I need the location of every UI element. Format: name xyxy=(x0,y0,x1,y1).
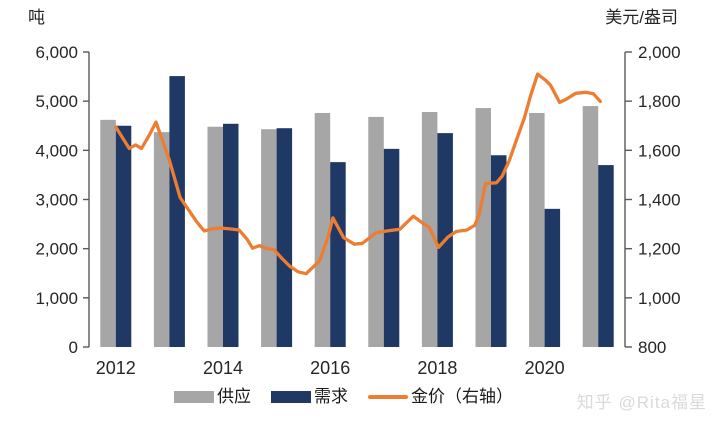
supply-bar-2020 xyxy=(529,112,545,347)
demand-bar-2012 xyxy=(115,125,132,347)
gold-price-line xyxy=(114,72,602,276)
legend-item-gold-price: 金价（右轴） xyxy=(368,388,513,405)
right-tick-label: 800 xyxy=(638,338,666,357)
supply-bar-2019 xyxy=(475,108,491,347)
right-tick-label: 1,600 xyxy=(638,141,681,160)
demand-bar-2015 xyxy=(276,128,293,347)
demand-bar-2014 xyxy=(223,123,239,348)
supply-bar-2015 xyxy=(261,129,277,347)
demand-legend-swatch xyxy=(271,390,311,403)
supply-bar-2021 xyxy=(582,106,599,347)
left-tick-label: 6,000 xyxy=(35,43,78,62)
x-tick-label: 2020 xyxy=(525,358,565,378)
left-tick-label: 0 xyxy=(69,338,78,357)
left-tick-label: 4,000 xyxy=(35,141,78,160)
supply-legend-swatch xyxy=(174,390,214,403)
right-tick-label: 1,000 xyxy=(638,289,681,308)
right-tick-label: 1,400 xyxy=(638,191,681,210)
right-axis-unit-label: 美元/盎司 xyxy=(605,8,678,27)
demand-bar-2020 xyxy=(544,208,561,347)
x-tick-label: 2012 xyxy=(96,358,136,378)
x-tick-label: 2018 xyxy=(417,358,457,378)
supply-bar-2014 xyxy=(207,126,223,347)
left-tick-label: 2,000 xyxy=(35,240,78,259)
watermark: 知乎 @Rita福星 xyxy=(576,393,707,412)
right-tick-label: 2,000 xyxy=(638,43,681,62)
right-tick-label: 1,200 xyxy=(638,240,681,259)
gold-price-legend-label: 金价（右轴） xyxy=(411,387,513,406)
gold-price-legend-swatch xyxy=(368,394,408,399)
demand-bar-2016 xyxy=(330,162,346,347)
supply-legend-label: 供应 xyxy=(217,387,251,406)
chart-legend: 供应 需求 金价（右轴） xyxy=(174,388,513,405)
demand-bar-2013 xyxy=(169,76,185,347)
left-tick-label: 1,000 xyxy=(35,289,78,308)
supply-bar-2012 xyxy=(100,119,116,347)
demand-bar-2021 xyxy=(598,165,614,347)
supply-bar-2016 xyxy=(314,112,331,347)
demand-bar-2017 xyxy=(383,148,400,347)
left-tick-label: 5,000 xyxy=(35,92,78,111)
supply-bar-2013 xyxy=(153,132,170,347)
demand-legend-label: 需求 xyxy=(314,387,348,406)
x-tick-label: 2016 xyxy=(310,358,350,378)
right-tick-label: 1,800 xyxy=(638,92,681,111)
legend-item-demand: 需求 xyxy=(271,388,348,405)
left-tick-label: 3,000 xyxy=(35,191,78,210)
left-axis-unit-label: 吨 xyxy=(28,8,45,27)
demand-bar-2019 xyxy=(491,155,507,347)
legend-item-supply: 供应 xyxy=(174,388,251,405)
x-tick-label: 2014 xyxy=(203,358,243,378)
